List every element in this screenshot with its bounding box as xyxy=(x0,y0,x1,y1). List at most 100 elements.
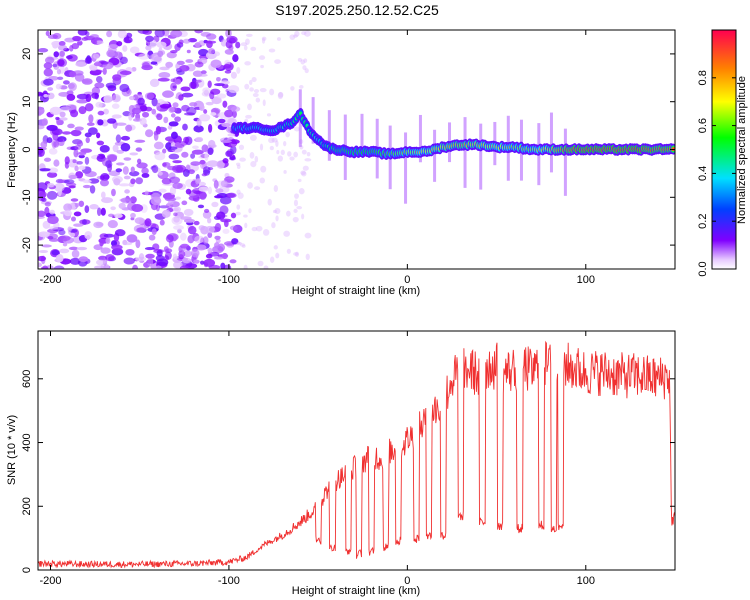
noise-speckle xyxy=(197,204,205,209)
spectrogram-y-ticks: -20 -10 0 10 20 xyxy=(21,48,675,253)
noise-speckle xyxy=(209,91,215,100)
noise-speckle xyxy=(58,91,70,97)
noise-speckle xyxy=(116,162,125,166)
noise-speckle xyxy=(95,76,103,83)
noise-speckle xyxy=(294,30,300,37)
noise-speckle xyxy=(132,264,139,269)
noise-speckle xyxy=(95,259,106,266)
noise-speckle xyxy=(254,155,259,163)
noise-speckle xyxy=(63,203,73,212)
noise-speckle xyxy=(232,54,239,63)
noise-speckle xyxy=(145,35,154,42)
noise-speckle xyxy=(223,264,232,269)
noise-speckle xyxy=(115,122,127,126)
noise-speckle xyxy=(58,235,71,242)
noise-speckle xyxy=(88,114,94,123)
noise-speckle xyxy=(182,123,188,131)
signal-streak xyxy=(418,114,422,163)
noise-speckle xyxy=(214,83,225,87)
noise-speckle xyxy=(286,248,291,254)
colorbar-gradient xyxy=(712,30,736,269)
noise-speckle xyxy=(173,261,183,269)
noise-speckle xyxy=(118,183,130,187)
noise-speckle xyxy=(64,156,70,165)
noise-speckle xyxy=(73,211,82,217)
snr-panel: -200 -100 0 100 0 200 400 600 Height of straig… xyxy=(6,330,676,597)
noise-speckle xyxy=(193,259,200,264)
noise-speckle xyxy=(168,121,179,127)
noise-speckle xyxy=(149,78,160,88)
noise-speckle xyxy=(129,170,140,177)
colorbar: 0.0 0.2 0.4 0.6 0.8 Normalized spectral ampl… xyxy=(697,29,748,277)
noise-speckle xyxy=(165,61,174,68)
noise-speckle xyxy=(157,50,164,58)
noise-speckle xyxy=(103,94,113,104)
noise-speckle xyxy=(62,80,70,85)
noise-speckle xyxy=(72,35,82,42)
noise-speckle xyxy=(170,50,178,54)
noise-speckle xyxy=(193,220,200,226)
noise-speckle xyxy=(87,127,98,135)
noise-speckle xyxy=(100,61,109,65)
noise-speckle xyxy=(71,43,80,50)
noise-speckle xyxy=(229,156,237,161)
noise-speckle xyxy=(84,231,93,240)
noise-speckle xyxy=(271,137,278,143)
noise-speckle xyxy=(164,197,177,202)
noise-speckle xyxy=(253,89,260,94)
noise-speckle xyxy=(147,257,154,267)
noise-speckle xyxy=(201,173,208,177)
noise-speckle xyxy=(183,218,195,223)
figure-title: S197.2025.250.12.52.C25 xyxy=(275,2,439,18)
noise-speckle xyxy=(130,178,136,185)
noise-speckle xyxy=(182,257,192,264)
noise-speckle xyxy=(84,56,93,64)
noise-speckle xyxy=(208,123,213,133)
noise-speckle xyxy=(198,48,209,57)
noise-speckle xyxy=(224,70,232,74)
noise-speckle xyxy=(215,188,224,194)
y-tick-label: 200 xyxy=(21,497,33,515)
noise-speckle xyxy=(292,216,299,223)
noise-speckle xyxy=(257,260,264,267)
noise-speckle xyxy=(259,88,267,93)
noise-speckle xyxy=(49,209,55,215)
noise-speckle xyxy=(168,106,175,113)
noise-speckle xyxy=(199,191,207,200)
noise-speckle xyxy=(53,141,60,148)
noise-speckle xyxy=(130,166,135,173)
noise-speckle xyxy=(237,192,244,199)
noise-speckle xyxy=(123,157,132,161)
noise-speckle xyxy=(182,38,191,44)
noise-speckle xyxy=(295,251,300,257)
snr-frame xyxy=(37,330,676,571)
noise-speckle xyxy=(168,146,178,150)
signal-streak xyxy=(433,129,437,182)
noise-speckle xyxy=(203,258,216,267)
noise-speckle xyxy=(123,36,133,44)
y-tick-label: -20 xyxy=(21,237,33,253)
noise-speckle xyxy=(179,232,187,241)
noise-speckle xyxy=(93,62,102,67)
noise-speckle xyxy=(135,177,143,185)
noise-speckle xyxy=(43,78,54,86)
noise-speckle xyxy=(88,178,100,184)
noise-speckle xyxy=(107,118,117,124)
noise-speckle xyxy=(174,116,181,122)
snr-series-line xyxy=(38,340,675,569)
noise-speckle xyxy=(202,236,209,245)
noise-speckle xyxy=(139,105,148,112)
noise-speckle xyxy=(115,168,123,173)
noise-speckle xyxy=(243,45,248,51)
noise-speckle xyxy=(67,123,75,129)
noise-speckle xyxy=(221,122,231,127)
noise-speckle xyxy=(135,239,141,249)
noise-speckle xyxy=(180,86,191,92)
noise-speckle xyxy=(227,85,240,94)
noise-speckle xyxy=(66,93,76,101)
noise-speckle xyxy=(38,48,49,53)
noise-speckle xyxy=(115,134,122,143)
noise-speckle xyxy=(42,220,51,229)
noise-speckle xyxy=(199,104,205,111)
noise-speckle xyxy=(243,264,248,269)
